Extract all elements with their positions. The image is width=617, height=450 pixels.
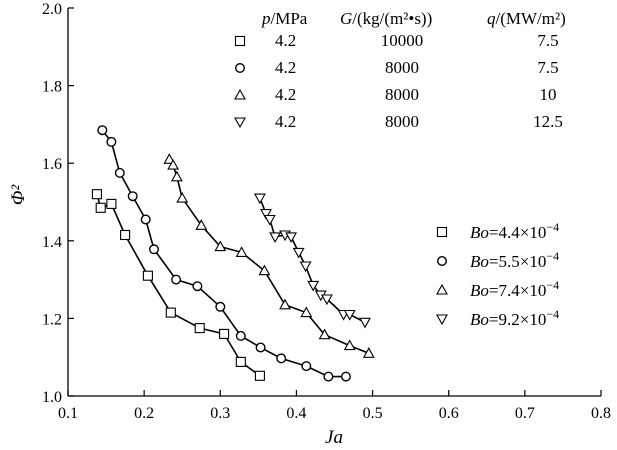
- data-point: [91, 189, 102, 200]
- legend-item: Bo=7.4×10−4: [436, 278, 559, 300]
- axis-tick-labels: 0.1 0.2 0.3 0.4 0.5 0.6 0.7 0.8 1.0 1.2 1.4 1.6 1.8 2…: [42, 1, 611, 422]
- x-axis-title: Ja: [325, 427, 343, 448]
- table-header-p: p/MPa: [261, 9, 308, 28]
- y-tick-label: 1.2: [42, 311, 62, 328]
- data-point: [293, 247, 305, 258]
- legend-label: Bo=5.5×10−4: [470, 249, 559, 271]
- data-point: [340, 371, 351, 382]
- legend-marker: [436, 314, 448, 325]
- legend-marker: [437, 256, 447, 266]
- table-cell-p: 4.2: [275, 112, 296, 131]
- table-row-marker: [234, 63, 246, 74]
- table-row-marker: [234, 35, 246, 47]
- data-point: [192, 281, 203, 292]
- data-point: [176, 192, 188, 203]
- data-point: [279, 299, 291, 310]
- table-cell-g: 8000: [385, 58, 419, 77]
- data-point: [106, 136, 117, 147]
- series-line-1: [96, 193, 261, 377]
- legend-item: Bo=9.2×10−4: [436, 307, 559, 329]
- legend-item: Bo=4.4×10−4: [436, 220, 559, 242]
- data-point: [142, 270, 153, 281]
- data-point: [95, 202, 106, 213]
- data-point: [359, 317, 371, 328]
- data-point: [215, 301, 226, 312]
- table-cell-p: 4.2: [275, 85, 296, 104]
- condition-table: p/MPa G/(kg/(m²•s)) q/(MW/m²) 4.2 10000 7.…: [234, 9, 566, 131]
- data-point: [276, 353, 287, 364]
- table-cell-q: 7.5: [537, 58, 558, 77]
- data-point: [97, 125, 108, 136]
- legend-marker: [436, 226, 448, 238]
- y-tick-label: 1.6: [42, 156, 62, 173]
- data-point: [148, 244, 160, 255]
- table-cell-g: 8000: [385, 112, 419, 131]
- x-tick-label: 0.1: [58, 405, 78, 422]
- data-point: [114, 167, 125, 178]
- data-point: [106, 198, 117, 209]
- table-cell-p: 4.2: [275, 58, 296, 77]
- x-tick-label: 0.7: [515, 405, 535, 422]
- legend-marker: [436, 284, 448, 295]
- table-row: 4.2 10000 7.5: [234, 31, 559, 50]
- series-lines: [96, 129, 370, 378]
- table-row: 4.2 8000 7.5: [234, 58, 559, 77]
- legend-item: Bo=5.5×10−4: [437, 249, 559, 271]
- data-point: [127, 191, 138, 202]
- data-point: [171, 274, 182, 285]
- x-tick-label: 0.4: [286, 405, 306, 422]
- data-point: [255, 342, 266, 353]
- table-cell-g: 8000: [385, 85, 419, 104]
- table-cell-p: 4.2: [275, 31, 296, 50]
- data-point: [323, 371, 334, 382]
- data-point: [264, 214, 276, 226]
- x-tick-label: 0.5: [363, 405, 383, 422]
- legend: Bo=4.4×10−4 Bo=5.5×10−4 Bo=7.4×10−4 Bo=9.2×…: [436, 220, 559, 329]
- series-line-4: [259, 197, 366, 324]
- data-point: [269, 232, 281, 243]
- data-point: [344, 340, 356, 351]
- y-tick-label: 1.0: [42, 389, 62, 406]
- table-cell-q: 10: [540, 85, 557, 104]
- table-cell-q: 12.5: [533, 112, 563, 131]
- y-axis-title: Φ²: [8, 185, 29, 205]
- data-point: [254, 193, 266, 204]
- data-point: [363, 347, 375, 358]
- legend-label: Bo=4.4×10−4: [470, 220, 559, 242]
- data-point: [120, 229, 131, 241]
- data-point: [235, 330, 246, 341]
- table-cell-g: 10000: [381, 31, 424, 50]
- table-row-marker: [234, 89, 246, 100]
- table-row-marker: [234, 117, 246, 128]
- table-header-g: G/(kg/(m²•s)): [340, 9, 432, 28]
- table-row: 4.2 8000 12.5: [234, 112, 563, 131]
- table-cell-q: 7.5: [537, 31, 558, 50]
- data-point: [140, 214, 151, 225]
- axis-ticks: [67, 7, 602, 397]
- data-point: [165, 307, 176, 318]
- data-point: [285, 232, 297, 243]
- data-point: [235, 356, 246, 367]
- x-tick-label: 0.2: [134, 405, 154, 422]
- legend-label: Bo=9.2×10−4: [470, 307, 559, 329]
- data-point: [171, 171, 183, 182]
- y-tick-label: 1.4: [42, 234, 62, 251]
- x-tick-label: 0.6: [439, 405, 459, 422]
- x-tick-label: 0.8: [591, 405, 611, 422]
- table-row: 4.2 8000 10: [234, 85, 557, 104]
- data-point: [301, 361, 312, 372]
- y-tick-label: 2.0: [42, 1, 62, 18]
- data-point: [194, 323, 205, 334]
- data-point: [219, 328, 230, 339]
- data-point: [254, 370, 265, 381]
- series-line-2: [101, 129, 346, 378]
- table-header-q: q/(MW/m²): [487, 9, 566, 28]
- data-point: [300, 261, 312, 272]
- legend-label: Bo=7.4×10−4: [470, 278, 559, 300]
- x-tick-label: 0.3: [210, 405, 230, 422]
- y-tick-label: 1.8: [42, 79, 62, 96]
